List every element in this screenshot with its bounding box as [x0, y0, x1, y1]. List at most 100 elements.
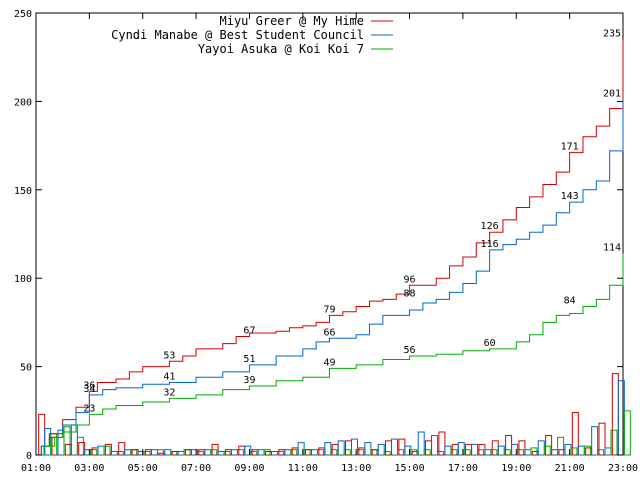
bar-0-42: [598, 422, 606, 456]
data-label-15: 201: [603, 89, 621, 100]
bar-0-3: [78, 442, 86, 456]
legend-entry-1: Cyndi Manabe @ Best Student Council: [111, 28, 364, 42]
legend-entry-2: Yayoi Asuka @ Koi Koi 7: [198, 42, 364, 56]
x-axis: 01:00 03:00 05:00 07:00 09:00 11:00 13:00 15:00…: [21, 13, 638, 474]
bar-1-25: [377, 443, 385, 456]
bar-1-26: [391, 438, 399, 456]
hourly-bars: [38, 373, 631, 456]
series-line-0: [36, 39, 624, 456]
bar-0-36: [518, 440, 526, 456]
y-tick-label: 150: [14, 186, 32, 197]
data-label-13: 116: [481, 239, 499, 250]
bar-1-22: [337, 440, 345, 456]
data-label-17: 32: [163, 387, 175, 398]
bar-0-13: [211, 443, 219, 456]
data-labels: 36 53 67 79 96 126 171 235 34 41 51 66 88 116 143 201 23…: [83, 29, 621, 415]
y-tick-label: 0: [26, 451, 32, 462]
bar-1-23: [351, 438, 359, 456]
x-tick-label: 07:00: [181, 463, 211, 474]
y-tick-label: 200: [14, 97, 32, 108]
y-axis: 0 50 100 150 200 250: [14, 9, 623, 462]
bar-1-28: [417, 431, 425, 456]
legend-entry-0: Miyu Greer @ My Hime: [220, 14, 365, 28]
bar-1-38: [551, 449, 559, 456]
bar-1-34: [497, 445, 505, 456]
data-label-7: 235: [603, 29, 621, 40]
bar-0-5: [104, 443, 112, 456]
data-label-16: 23: [83, 403, 95, 414]
plot-frame: [35, 12, 624, 456]
bar-0-30: [438, 431, 446, 456]
series-lines: [36, 39, 624, 456]
y-tick-label: 100: [14, 274, 32, 285]
bar-1-17: [270, 450, 278, 456]
bar-1-6: [124, 449, 132, 456]
bar-1-13: [217, 450, 225, 456]
bar-1-31: [457, 442, 465, 456]
x-tick-label: 13:00: [341, 463, 371, 474]
data-label-19: 49: [323, 357, 335, 368]
data-label-8: 34: [83, 384, 95, 395]
y-tick-label: 250: [14, 9, 32, 20]
data-label-1: 53: [163, 350, 175, 361]
data-label-9: 41: [163, 372, 175, 383]
x-tick-label: 21:00: [555, 463, 585, 474]
bar-1-32: [471, 443, 479, 456]
series-line-1: [36, 99, 624, 456]
data-label-3: 79: [323, 304, 335, 315]
series-line-2: [36, 253, 624, 456]
bar-1-19: [297, 442, 305, 456]
data-label-6: 171: [561, 142, 579, 153]
bar-1-36: [524, 449, 532, 456]
y-tick-label: 50: [20, 363, 32, 374]
bar-1-40: [577, 445, 585, 456]
bar-2-43: [623, 410, 631, 456]
x-tick-label: 03:00: [74, 463, 104, 474]
bar-0-40: [571, 412, 579, 456]
x-tick-label: 05:00: [128, 463, 158, 474]
data-label-20: 56: [404, 345, 416, 356]
data-label-12: 88: [404, 288, 416, 299]
bar-1-8: [150, 449, 158, 456]
x-tick-label: 15:00: [394, 463, 424, 474]
data-label-22: 84: [564, 295, 576, 306]
bar-1-15: [244, 445, 252, 456]
bar-1-41: [591, 426, 599, 456]
bar-0-38: [545, 435, 553, 456]
data-label-5: 126: [481, 221, 499, 232]
bar-1-14: [230, 449, 238, 456]
data-label-11: 66: [323, 327, 335, 338]
bar-1-30: [444, 445, 452, 456]
bar-1-9: [164, 449, 172, 456]
bar-1-12: [204, 449, 212, 456]
data-label-23: 114: [603, 242, 621, 253]
bar-1-37: [537, 440, 545, 456]
x-tick-label: 01:00: [21, 463, 51, 474]
data-label-21: 60: [484, 338, 496, 349]
bar-1-10: [177, 450, 185, 456]
bar-1-18: [284, 449, 292, 456]
bar-1-24: [364, 442, 372, 456]
data-label-18: 39: [243, 375, 255, 386]
x-tick-label: 09:00: [234, 463, 264, 474]
bar-1-20: [310, 449, 318, 456]
bar-1-21: [324, 442, 332, 456]
data-label-0: 36: [83, 380, 95, 391]
plot-border: [35, 12, 624, 456]
data-label-2: 67: [243, 326, 255, 337]
bar-1-5: [110, 450, 118, 456]
data-label-4: 96: [404, 274, 416, 285]
bar-1-29: [431, 435, 439, 456]
bar-1-42: [604, 447, 612, 456]
bar-1-16: [257, 449, 265, 456]
bar-1-4: [97, 445, 105, 456]
data-label-14: 143: [561, 191, 579, 202]
data-label-10: 51: [243, 354, 255, 365]
x-tick-label: 17:00: [448, 463, 478, 474]
bar-0-6: [118, 442, 126, 456]
x-tick-label: 23:00: [608, 463, 638, 474]
x-tick-label: 11:00: [288, 463, 318, 474]
bar-1-33: [484, 449, 492, 456]
